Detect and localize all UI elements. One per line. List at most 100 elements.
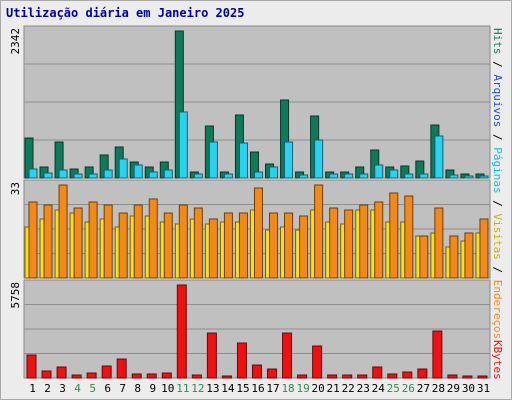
x-tick-label-17: 17	[266, 382, 279, 395]
bar-arquivos-day-1	[28, 168, 38, 179]
bar-kbytes-day-21	[327, 374, 338, 379]
bar-arquivos-day-12	[193, 173, 203, 179]
bar-kbytes-day-3	[56, 366, 67, 379]
x-tick-label-20: 20	[312, 382, 325, 395]
bar-arquivos-day-30	[464, 175, 474, 179]
bar-visitas-day-19	[299, 215, 309, 279]
bar-visitas-day-7	[118, 212, 128, 279]
bar-visitas-day-29	[449, 235, 459, 279]
x-tick-label-13: 13	[206, 382, 219, 395]
bar-kbytes-day-15	[236, 342, 247, 379]
bar-kbytes-day-11	[176, 284, 187, 379]
bar-arquivos-day-3	[58, 169, 68, 179]
x-tick-label-11: 11	[176, 382, 189, 395]
bar-visitas-day-23	[359, 204, 369, 279]
bar-kbytes-day-30	[462, 375, 473, 379]
bar-arquivos-day-29	[449, 174, 459, 179]
bar-visitas-day-28	[434, 207, 444, 279]
bar-arquivos-day-26	[404, 173, 414, 179]
bar-arquivos-day-25	[389, 169, 399, 179]
panel-2-max-label: 33	[9, 182, 22, 195]
x-tick-label-22: 22	[342, 382, 355, 395]
bar-kbytes-day-16	[251, 364, 262, 379]
bar-kbytes-day-9	[146, 373, 157, 379]
bar-arquivos-day-13	[208, 141, 218, 179]
bar-visitas-day-18	[284, 212, 294, 279]
x-tick-label-6: 6	[104, 382, 111, 395]
bar-kbytes-day-8	[131, 373, 142, 379]
bar-arquivos-day-28	[434, 135, 444, 179]
bar-visitas-day-26	[404, 195, 414, 279]
right-kbytes-label: KBytes	[491, 340, 504, 380]
bar-visitas-day-9	[148, 198, 158, 279]
bar-visitas-day-22	[344, 209, 354, 279]
bar-kbytes-day-22	[342, 374, 353, 379]
right-legend-label: Hits / Arquivos / Páginas / Visitas / En…	[491, 28, 504, 339]
bar-visitas-day-11	[178, 204, 188, 279]
bar-kbytes-day-13	[206, 332, 217, 379]
bar-visitas-day-13	[208, 218, 218, 279]
x-tick-label-5: 5	[89, 382, 96, 395]
bar-arquivos-day-4	[73, 173, 83, 179]
bar-kbytes-day-31	[477, 375, 488, 379]
bar-kbytes-day-4	[71, 374, 82, 379]
bar-kbytes-day-17	[267, 368, 278, 379]
x-tick-label-8: 8	[134, 382, 141, 395]
bar-kbytes-day-12	[191, 374, 202, 379]
bar-arquivos-day-18	[284, 141, 294, 179]
bar-visitas-day-24	[374, 201, 384, 279]
x-tick-label-25: 25	[387, 382, 400, 395]
bar-kbytes-day-5	[86, 372, 97, 379]
bar-kbytes-day-1	[26, 354, 37, 379]
bar-arquivos-day-21	[329, 173, 339, 179]
x-tick-label-30: 30	[462, 382, 475, 395]
bar-arquivos-day-11	[178, 111, 188, 179]
x-tick-label-28: 28	[432, 382, 445, 395]
x-tick-label-9: 9	[149, 382, 156, 395]
bar-kbytes-day-29	[447, 374, 458, 379]
bar-arquivos-day-7	[118, 158, 128, 179]
bar-kbytes-day-20	[312, 345, 323, 379]
bar-kbytes-day-14	[221, 375, 232, 379]
x-tick-label-18: 18	[281, 382, 294, 395]
x-tick-label-3: 3	[59, 382, 66, 395]
bar-arquivos-day-10	[163, 169, 173, 179]
bar-visitas-day-25	[389, 192, 399, 279]
bar-kbytes-day-24	[372, 366, 383, 379]
bar-kbytes-day-18	[282, 332, 293, 379]
bar-kbytes-day-26	[402, 371, 413, 379]
bar-kbytes-day-25	[387, 373, 398, 379]
x-tick-label-21: 21	[327, 382, 340, 395]
x-tick-label-7: 7	[119, 382, 126, 395]
bar-arquivos-day-31	[479, 175, 489, 179]
bar-visitas-day-14	[223, 212, 233, 279]
x-tick-label-2: 2	[44, 382, 51, 395]
x-tick-label-27: 27	[417, 382, 430, 395]
bar-visitas-day-31	[479, 218, 489, 279]
chart-title: Utilização diária em Janeiro 2025	[6, 6, 245, 20]
bar-arquivos-day-24	[374, 164, 384, 179]
bar-visitas-day-21	[329, 207, 339, 279]
x-tick-label-4: 4	[74, 382, 81, 395]
x-tick-label-12: 12	[191, 382, 204, 395]
x-tick-label-31: 31	[477, 382, 490, 395]
bar-visitas-day-8	[133, 204, 143, 279]
bar-arquivos-day-9	[148, 171, 158, 179]
bar-visitas-day-17	[269, 212, 279, 279]
bar-kbytes-day-2	[41, 370, 52, 379]
bar-kbytes-day-27	[417, 368, 428, 379]
x-tick-label-29: 29	[447, 382, 460, 395]
bar-visitas-day-4	[73, 207, 83, 279]
bar-kbytes-day-23	[357, 374, 368, 379]
bar-visitas-day-12	[193, 207, 203, 279]
bar-visitas-day-10	[163, 212, 173, 279]
bar-visitas-day-20	[314, 184, 324, 279]
bar-kbytes-day-10	[161, 372, 172, 379]
x-tick-label-14: 14	[221, 382, 235, 395]
bar-visitas-day-16	[253, 187, 263, 279]
bar-arquivos-day-14	[223, 173, 233, 179]
bar-visitas-day-27	[419, 235, 429, 279]
x-tick-label-16: 16	[251, 382, 264, 395]
bar-arquivos-day-20	[314, 139, 324, 179]
